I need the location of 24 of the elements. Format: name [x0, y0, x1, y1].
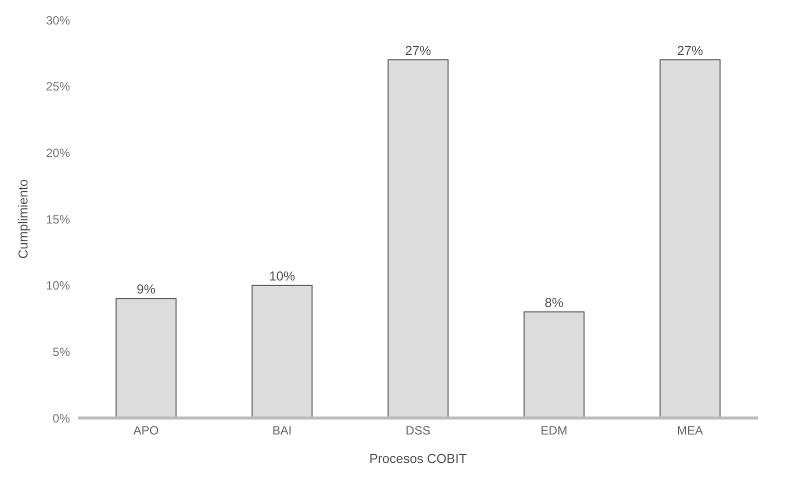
data-label: 27% — [405, 42, 432, 58]
x-tick-label: MEA — [676, 424, 704, 438]
data-label: 10% — [269, 268, 296, 284]
y-tick-label: 5% — [52, 344, 70, 359]
x-tick-label: BAI — [272, 424, 292, 438]
bar — [660, 59, 721, 418]
bar — [524, 311, 585, 418]
data-label: 9% — [136, 282, 156, 297]
y-tick-label: 20% — [46, 146, 70, 160]
data-label: 27% — [677, 42, 704, 58]
y-axis-title: Cumplimiento — [16, 179, 31, 259]
bar — [388, 59, 449, 418]
x-tick-label: DSS — [406, 424, 430, 438]
x-axis-title: Procesos COBIT — [369, 451, 467, 466]
x-tick-label: EDM — [540, 424, 568, 438]
y-tick-label: 30% — [46, 13, 70, 28]
y-tick-label: 25% — [46, 80, 70, 94]
y-tick-label: 10% — [46, 278, 70, 293]
y-tick-label: 15% — [46, 212, 70, 226]
y-tick-label: 0% — [52, 411, 70, 426]
bar — [252, 284, 313, 418]
data-label: 8% — [544, 294, 564, 310]
x-tick-label: APO — [133, 424, 159, 438]
bar — [116, 298, 177, 418]
